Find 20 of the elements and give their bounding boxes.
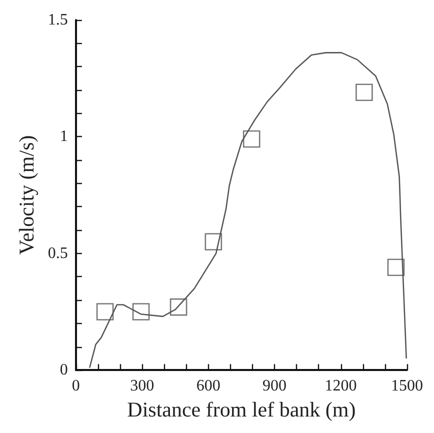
- x-tick-label: 300: [130, 378, 154, 395]
- point: [204, 233, 222, 250]
- point: [242, 130, 260, 148]
- x-tick-label: 600: [196, 378, 220, 395]
- y-tick-label: 1: [60, 128, 68, 146]
- x-tick-label: 1500: [391, 378, 423, 395]
- x-tick-label: 900: [262, 378, 287, 395]
- x-tick-label: 1200: [324, 378, 357, 395]
- point: [387, 258, 405, 276]
- point: [170, 298, 188, 316]
- point: [132, 303, 150, 320]
- point: [96, 303, 114, 320]
- y-tick-label: 0.5: [48, 244, 68, 262]
- y-tick-label: 0: [60, 362, 68, 379]
- x-tick-label: 0: [72, 378, 80, 395]
- point: [356, 84, 373, 102]
- x-axis-title: Distance from lef bank (m): [127, 398, 356, 422]
- y-tick-label: 1.5: [48, 12, 68, 28]
- line-series: [88, 52, 407, 368]
- y-axis-title: Velocity (m/s): [14, 135, 38, 255]
